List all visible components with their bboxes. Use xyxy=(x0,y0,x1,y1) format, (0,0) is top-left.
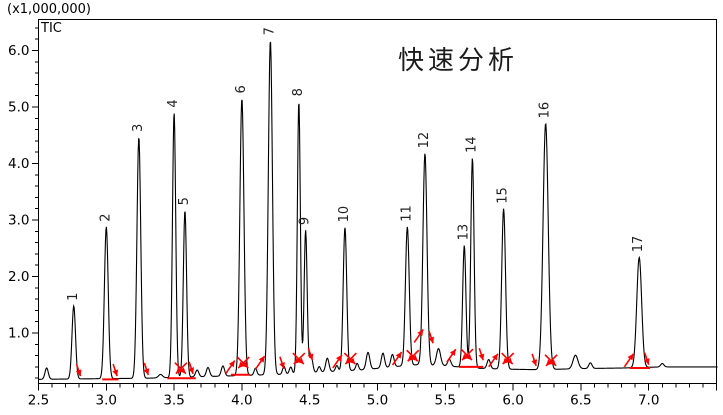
peak-marker-up xyxy=(332,354,343,369)
peak-marker-up xyxy=(623,353,635,368)
peak-marker-up xyxy=(446,348,457,363)
peak-marker-down xyxy=(75,363,82,377)
peak-marker-down xyxy=(643,352,650,366)
tic-trace xyxy=(38,41,718,380)
peak-label-5: 5 xyxy=(177,197,192,205)
x-tick-label: 5.0 xyxy=(367,393,388,409)
peak-label-2: 2 xyxy=(98,213,113,221)
peak-label-8: 8 xyxy=(291,88,306,96)
peak-label-4: 4 xyxy=(166,99,181,107)
y-axis-ticks xyxy=(32,27,39,379)
x-axis-ticks xyxy=(38,383,717,391)
annotation-text: 快速分析 xyxy=(398,46,519,76)
x-tick-label: 4.5 xyxy=(299,393,320,409)
x-tick-label: 3.5 xyxy=(163,393,184,409)
peak-label-14: 14 xyxy=(464,136,479,153)
peak-label-7: 7 xyxy=(262,27,277,35)
x-tick-label: 7.0 xyxy=(638,393,659,409)
peak-marker-x xyxy=(236,356,250,369)
x-tick-label: 4.0 xyxy=(231,393,252,409)
x-axis-tick-labels: 2.5 3.0 3.5 4.0 4.5 5.0 5.5 6.0 6.5 7.0 xyxy=(28,393,660,409)
peak-marker-down xyxy=(188,361,195,375)
x-tick-label: 6.0 xyxy=(502,393,523,409)
peak-label-11: 11 xyxy=(399,205,414,222)
y-tick-label: 3.0 xyxy=(8,213,29,229)
x-tick-label: 5.5 xyxy=(435,393,456,409)
peak-label-16: 16 xyxy=(538,102,553,119)
peak-marker-x xyxy=(343,352,357,365)
x-tick-label: 2.5 xyxy=(28,393,49,409)
y-scale-multiplier-label: (x1,000,000) xyxy=(7,2,91,17)
y-tick-label: 5.0 xyxy=(8,100,29,116)
peak-marker-down xyxy=(531,353,538,367)
peak-marker-x xyxy=(292,352,306,365)
peak-marker-x xyxy=(406,349,420,362)
peak-marker-down xyxy=(279,356,285,369)
peak-boundary-markers xyxy=(75,329,650,377)
peak-label-9: 9 xyxy=(298,217,313,225)
peak-marker-down xyxy=(112,363,119,377)
peak-label-15: 15 xyxy=(496,187,511,204)
y-tick-label: 4.0 xyxy=(8,156,29,172)
peak-label-17: 17 xyxy=(631,236,646,253)
peak-marker-x xyxy=(544,354,558,367)
peak-marker-up xyxy=(488,353,499,368)
peak-label-10: 10 xyxy=(337,206,352,223)
peak-marker-down xyxy=(307,347,314,361)
y-tick-label: 1.0 xyxy=(8,326,29,342)
peak-marker-down xyxy=(478,347,485,361)
peak-marker-x xyxy=(501,352,515,365)
peak-marker-x xyxy=(174,362,188,375)
y-tick-label: 2.0 xyxy=(8,269,29,285)
peak-label-13: 13 xyxy=(456,224,471,241)
peak-marker-down xyxy=(428,331,435,344)
peak-marker-x xyxy=(460,348,474,361)
peak-marker-down xyxy=(143,362,150,376)
peak-marker-up xyxy=(225,360,236,375)
integration-baseline-segments xyxy=(102,365,651,381)
y-tick-label: 6.0 xyxy=(8,43,29,59)
peak-marker-up xyxy=(391,351,403,366)
x-tick-label: 3.0 xyxy=(96,393,117,409)
peak-marker-up xyxy=(413,329,424,343)
peak-label-3: 3 xyxy=(131,124,146,132)
signal-type-label: TIC xyxy=(41,21,62,36)
peak-marker-up xyxy=(254,355,266,370)
y-axis-tick-labels: 1.0 2.0 3.0 4.0 5.0 6.0 xyxy=(8,43,29,342)
peak-label-12: 12 xyxy=(417,132,432,149)
x-tick-label: 6.5 xyxy=(570,393,591,409)
peak-label-1: 1 xyxy=(66,293,81,301)
peak-label-6: 6 xyxy=(234,85,249,93)
